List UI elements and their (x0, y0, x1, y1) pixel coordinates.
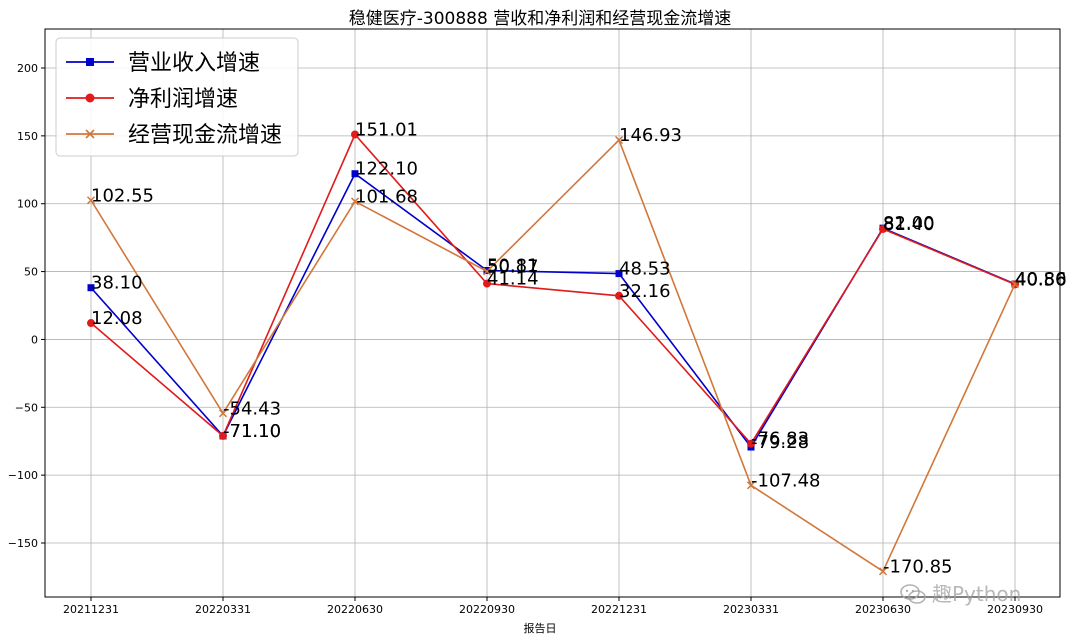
data-label: 40.80 (1015, 269, 1067, 290)
legend-marker (85, 129, 95, 139)
data-label: 12.08 (91, 308, 143, 329)
series-line (90, 133, 1016, 446)
data-label: 40.56 (1015, 269, 1067, 290)
data-label: 146.93 (619, 125, 682, 146)
x-tick-label: 20230630 (855, 603, 911, 616)
legend-label: 经营现金流增速 (128, 123, 282, 148)
data-point (351, 130, 359, 139)
data-point (483, 279, 491, 288)
series-line (90, 138, 1016, 573)
data-point (86, 196, 96, 205)
data-label: -54.43 (223, 398, 281, 419)
data-label: 48.53 (619, 259, 671, 280)
y-tick-label: −100 (8, 469, 38, 482)
data-point (219, 431, 227, 440)
data-point (615, 291, 623, 300)
y-tick-label: 100 (17, 198, 38, 211)
x-tick-label: 20220331 (195, 603, 251, 616)
data-label: 102.55 (91, 185, 154, 206)
data-point (87, 284, 95, 292)
chart-title: 稳健医疗-300888 营收和净利润和经营现金流增速 (348, 9, 732, 29)
data-label: 81.40 (883, 214, 935, 235)
legend-marker (85, 93, 95, 103)
data-label: 82.00 (883, 213, 935, 234)
data-label: 50.81 (487, 255, 539, 276)
y-tick-label: 50 (24, 266, 38, 279)
data-label: 101.68 (355, 186, 418, 207)
data-label: 32.16 (619, 281, 671, 302)
data-label: 41.14 (487, 269, 539, 290)
x-tick-label: 20220930 (459, 603, 515, 616)
data-label: -107.48 (751, 470, 820, 491)
wechat-icon (900, 584, 926, 604)
data-label: -76.83 (751, 429, 809, 450)
watermark-text: 趣Python (932, 582, 1022, 606)
data-label: -71.10 (223, 421, 281, 442)
data-point (746, 481, 756, 490)
data-label: 151.01 (355, 119, 418, 140)
legend-marker (86, 58, 94, 66)
y-tick-label: −50 (15, 401, 38, 414)
legend-label: 净利润增速 (128, 87, 238, 112)
y-tick-label: 0 (31, 333, 38, 346)
data-label: 50.17 (487, 256, 539, 277)
data-point (87, 319, 95, 328)
x-tick-label: 20221231 (591, 603, 647, 616)
x-tick-label: 20220630 (327, 603, 383, 616)
data-point (747, 439, 755, 448)
y-tick-label: 200 (17, 62, 38, 75)
data-point (879, 224, 887, 233)
data-point (218, 409, 228, 418)
data-point (351, 170, 359, 178)
data-label: 40.86 (1015, 269, 1067, 290)
x-axis-label: 报告日 (523, 622, 557, 635)
data-label: -170.85 (883, 556, 952, 577)
x-tick-label: 20230930 (987, 603, 1043, 616)
data-point (614, 136, 624, 145)
x-tick-label: 20211231 (63, 603, 119, 616)
plot-frame (44, 28, 1061, 598)
data-point (878, 567, 888, 576)
y-tick-label: −150 (8, 537, 38, 550)
data-point (482, 267, 492, 276)
data-point (1010, 280, 1020, 289)
data-label: 122.10 (355, 159, 418, 180)
data-label: -79.28 (751, 432, 809, 453)
data-label: -71.10 (223, 421, 281, 442)
legend-box (55, 37, 299, 157)
legend-label: 营业收入增速 (128, 51, 260, 76)
y-tick-label: 150 (17, 130, 38, 143)
data-point (615, 270, 623, 278)
data-label: 38.10 (91, 273, 143, 294)
data-point (350, 197, 360, 206)
x-tick-label: 20230331 (723, 603, 779, 616)
watermark: 趣Python (900, 578, 1021, 607)
